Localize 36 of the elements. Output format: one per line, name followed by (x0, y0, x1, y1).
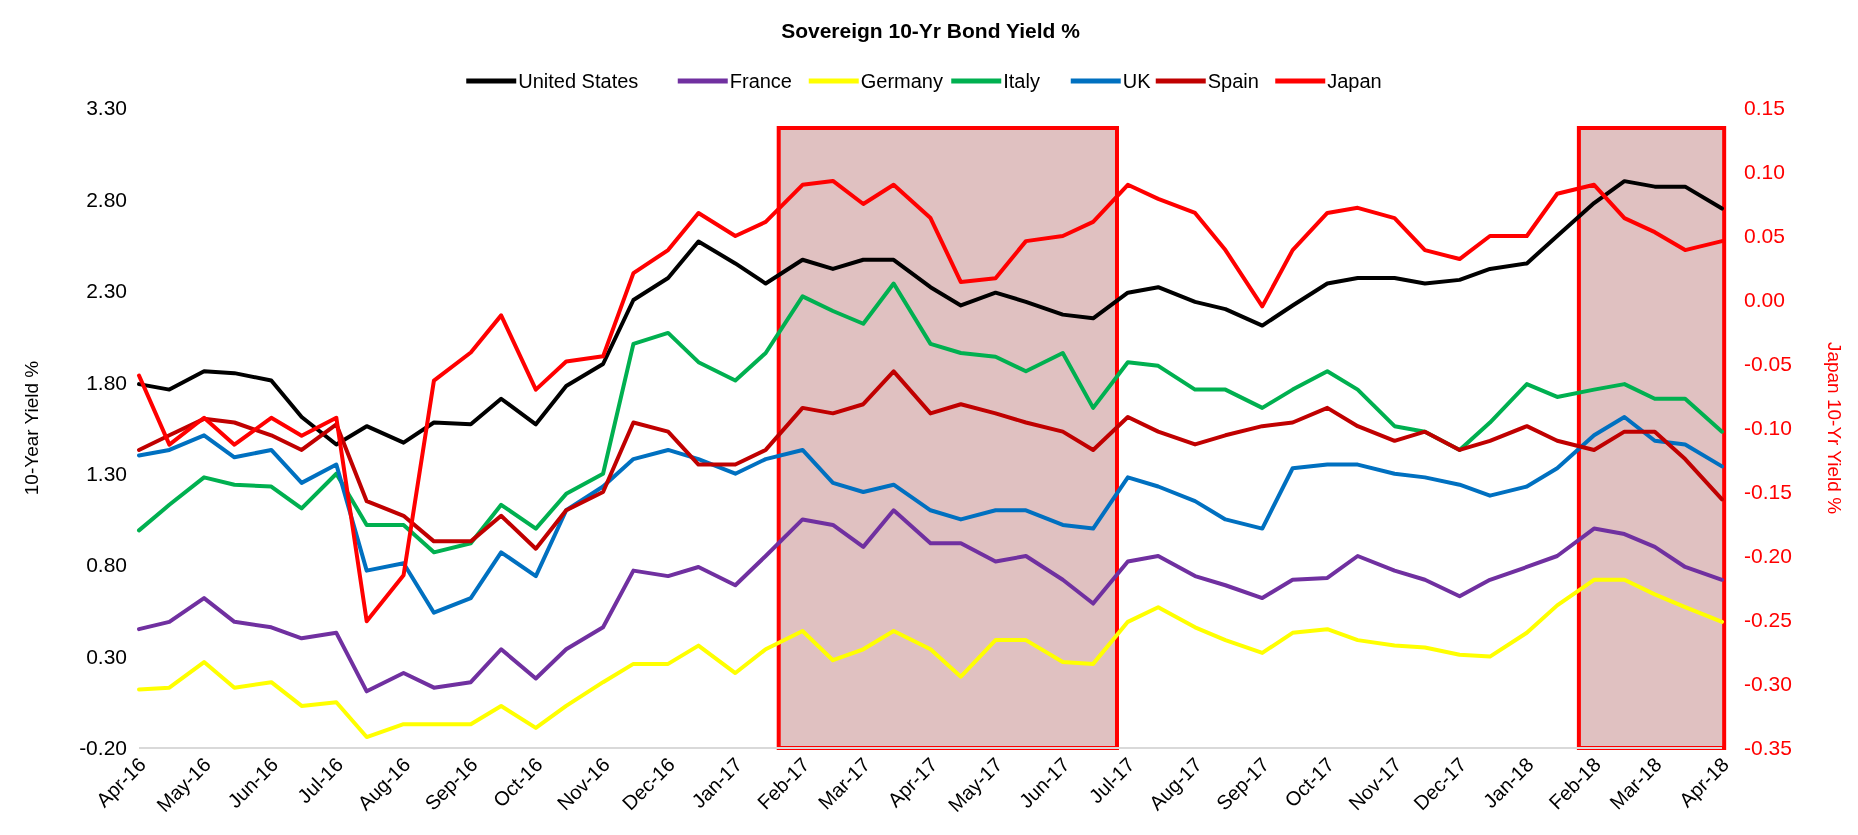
y2-tick-label: 0.15 (1744, 96, 1785, 120)
y-tick-label: 0.80 (86, 553, 127, 577)
chart-title: Sovereign 10-Yr Bond Yield % (781, 19, 1081, 42)
y-tick-label: 2.30 (86, 279, 127, 303)
y2-tick-label: -0.10 (1744, 416, 1792, 440)
y-tick-label: 3.30 (86, 96, 127, 120)
legend-label: Germany (860, 70, 943, 92)
line-series (137, 577, 1724, 740)
legend-label: France (729, 70, 792, 92)
y2-tick-label: 0.10 (1744, 160, 1785, 184)
legend-label: Spain (1207, 70, 1259, 92)
y2-tick-label: -0.15 (1744, 480, 1792, 504)
legend-label: United States (518, 70, 639, 92)
line-series (137, 179, 1724, 447)
y2-tick-label: -0.30 (1744, 672, 1792, 696)
y-axis-title: 10-Year Yield % (21, 360, 42, 496)
line-series (137, 369, 1724, 551)
y2-tick-label: -0.05 (1744, 352, 1792, 376)
line-series (137, 508, 1724, 694)
y2-tick-label: -0.35 (1744, 736, 1792, 760)
y-tick-label: 2.80 (86, 187, 127, 211)
legend-label: UK (1122, 70, 1152, 92)
y2-axis-title: Japan 10-Yr Yield % (1824, 341, 1845, 515)
y2-tick-label: -0.20 (1744, 544, 1792, 568)
y2-tick-label: 0.00 (1744, 288, 1785, 312)
y2-tick-label: 0.05 (1744, 224, 1785, 248)
y-tick-label: -0.20 (79, 736, 127, 760)
legend-label: Italy (1003, 70, 1040, 92)
line-series (137, 281, 1724, 555)
y-tick-label: 0.30 (86, 644, 127, 668)
y2-tick-label: -0.25 (1744, 608, 1792, 632)
line-series (137, 178, 1724, 624)
line-series (137, 415, 1724, 615)
y-tick-label: 1.30 (86, 462, 127, 486)
legend-label: Japan (1327, 70, 1382, 92)
y-tick-label: 1.80 (86, 370, 127, 394)
